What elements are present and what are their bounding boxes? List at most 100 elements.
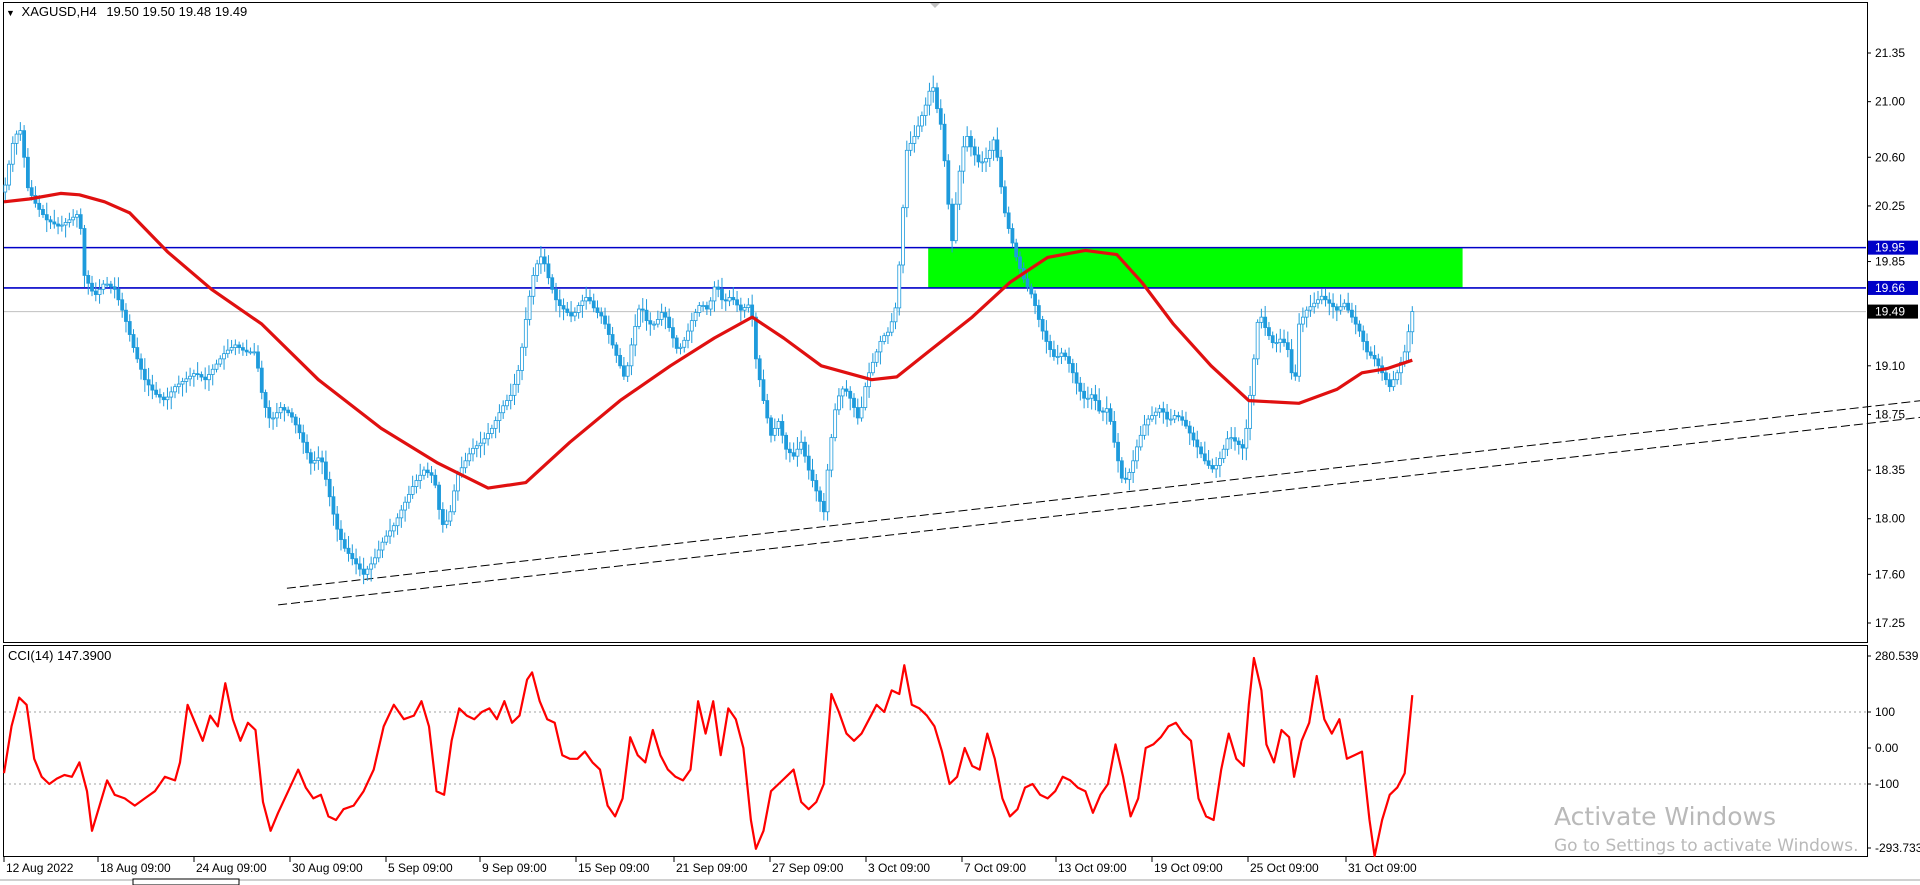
candle-body bbox=[648, 320, 653, 325]
candle-body bbox=[1334, 306, 1339, 311]
candle-body bbox=[1251, 358, 1256, 396]
candle-body bbox=[701, 305, 706, 307]
candle-body bbox=[142, 368, 147, 381]
candle-body bbox=[274, 412, 279, 419]
candle-body bbox=[263, 392, 268, 408]
candle-body bbox=[912, 136, 917, 144]
candle-body bbox=[1161, 408, 1166, 413]
price-tick-label: 20.60 bbox=[1875, 150, 1905, 164]
price-tick-label: 18.75 bbox=[1875, 407, 1905, 421]
time-tick-label: 7 Oct 09:00 bbox=[964, 861, 1026, 875]
candle-body bbox=[512, 383, 517, 396]
candle-body bbox=[621, 365, 626, 377]
candle-body bbox=[414, 480, 419, 487]
candle-body bbox=[112, 286, 117, 290]
candle-body bbox=[1093, 394, 1098, 401]
candle-body bbox=[1029, 286, 1034, 295]
candle-body bbox=[584, 297, 589, 302]
candle-body bbox=[486, 433, 490, 440]
candle-body bbox=[520, 346, 524, 371]
candle-body bbox=[1395, 372, 1400, 381]
price-tick-label: 18.35 bbox=[1875, 463, 1905, 477]
level-price-label: 19.95 bbox=[1875, 241, 1905, 255]
candle-body bbox=[976, 154, 981, 163]
candle-body bbox=[395, 517, 400, 527]
candle-body bbox=[784, 434, 789, 450]
candle-body bbox=[1338, 306, 1343, 311]
candle-body bbox=[335, 513, 340, 530]
candle-body bbox=[1282, 338, 1286, 344]
candle-body bbox=[41, 209, 45, 216]
candle-body bbox=[659, 312, 664, 320]
candle-body bbox=[1052, 349, 1056, 357]
candle-body bbox=[908, 142, 913, 151]
candle-body bbox=[105, 283, 110, 286]
candle-body bbox=[418, 474, 423, 481]
scroll-marker-icon bbox=[930, 3, 940, 8]
candle-body bbox=[610, 334, 615, 346]
candle-body bbox=[75, 214, 79, 218]
candle-body bbox=[203, 376, 208, 381]
candle-body bbox=[535, 263, 540, 276]
candle-body bbox=[897, 264, 902, 309]
candle-body bbox=[550, 277, 555, 290]
candle-body bbox=[689, 320, 694, 332]
candle-body bbox=[787, 448, 792, 454]
price-tick-label: 18.00 bbox=[1875, 512, 1905, 526]
candle-body bbox=[1063, 352, 1068, 357]
candle-body bbox=[904, 149, 909, 209]
candle-body bbox=[938, 108, 943, 125]
time-tick-label: 9 Sep 09:00 bbox=[482, 861, 547, 875]
candle-body bbox=[161, 396, 166, 401]
current-price-tag bbox=[1868, 304, 1918, 319]
candle-body bbox=[229, 347, 234, 351]
candle-body bbox=[946, 160, 951, 205]
candle-body bbox=[150, 384, 155, 391]
candle-body bbox=[655, 319, 660, 325]
candle-body bbox=[644, 309, 649, 322]
ohlc-label: 19.50 19.50 19.48 19.49 bbox=[106, 4, 248, 19]
candle-body bbox=[754, 316, 758, 360]
candle-body bbox=[1353, 316, 1358, 325]
collapse-triangle-icon[interactable]: ▼ bbox=[6, 8, 15, 18]
candle-body bbox=[131, 334, 136, 348]
cci-header: CCI(14) 147.3900 bbox=[8, 648, 112, 663]
candle-body bbox=[437, 484, 441, 510]
candle-body bbox=[1199, 446, 1203, 455]
candle-body bbox=[965, 136, 970, 148]
candle-body bbox=[471, 447, 475, 455]
chart-header: ▼ XAGUSD,H4 19.50 19.50 19.48 19.49 bbox=[6, 4, 247, 19]
price-tick-label: 21.00 bbox=[1875, 95, 1905, 109]
main-pane-frame bbox=[3, 2, 1868, 643]
candle-body bbox=[697, 305, 702, 313]
candle-body bbox=[1236, 440, 1241, 445]
candle-body bbox=[848, 390, 853, 399]
candle-body bbox=[969, 136, 973, 148]
candle-body bbox=[667, 316, 672, 328]
candle-body bbox=[154, 389, 159, 395]
candle-body bbox=[1165, 411, 1169, 420]
candle-body bbox=[120, 299, 125, 311]
candle-body bbox=[1123, 477, 1128, 480]
candle-body bbox=[18, 130, 23, 135]
candle-body bbox=[346, 547, 351, 554]
candle-body bbox=[501, 405, 506, 414]
candle-body bbox=[37, 202, 42, 210]
candle-body bbox=[1255, 321, 1260, 360]
candle-body bbox=[320, 457, 325, 463]
candle-body bbox=[1218, 458, 1222, 466]
candle-body bbox=[603, 315, 607, 325]
price-tick-label: 20.25 bbox=[1875, 199, 1905, 213]
candle-body bbox=[146, 379, 151, 386]
candle-body bbox=[980, 161, 985, 164]
candle-body bbox=[1285, 342, 1290, 350]
candle-body bbox=[429, 472, 434, 476]
candle-body bbox=[188, 375, 192, 380]
candle-body bbox=[557, 299, 562, 306]
candle-body bbox=[25, 156, 30, 189]
chart-tab bbox=[132, 878, 240, 885]
candle-body bbox=[1146, 418, 1151, 426]
candle-body bbox=[1097, 400, 1102, 412]
candle-body bbox=[489, 427, 494, 434]
